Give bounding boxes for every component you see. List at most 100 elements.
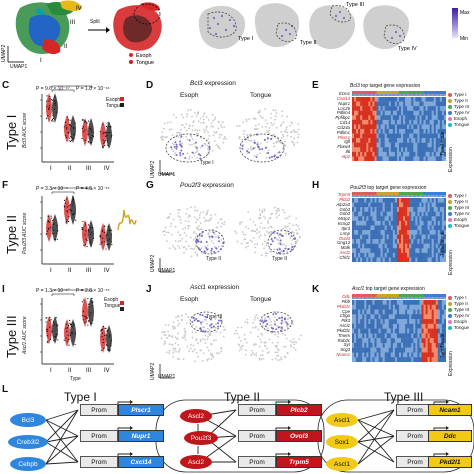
heatmap-cell	[394, 101, 398, 107]
annotation-bar	[419, 91, 422, 94]
heatmap-cell	[429, 147, 432, 153]
heatmap-cell	[366, 323, 369, 329]
heatmap-cell	[439, 248, 443, 254]
colorbar-max: Max	[460, 10, 470, 16]
heatmap-cell	[419, 198, 422, 203]
heatmap-cell	[415, 300, 418, 305]
heatmap-cell	[423, 129, 426, 134]
umap-cell	[273, 122, 275, 125]
heatmap-cell	[409, 220, 412, 226]
umap-cell	[214, 116, 217, 119]
heatmap-cell	[413, 243, 416, 249]
heatmap-cell	[433, 319, 436, 325]
heatmap-cell	[421, 342, 424, 348]
heatmap-cell	[423, 347, 426, 353]
violin-point	[89, 241, 91, 243]
heatmap-cell	[405, 207, 408, 212]
heatmap-cell	[382, 323, 385, 329]
heatmap-cell	[390, 347, 394, 353]
expressing-cell	[180, 145, 183, 148]
heatmap-cell	[382, 220, 385, 226]
legend-dot	[448, 117, 452, 121]
heatmap-cell	[374, 115, 377, 121]
heatmap-e	[352, 91, 447, 162]
violin-point	[50, 215, 52, 217]
heatmap-cell	[443, 133, 447, 139]
heatmap-cell	[441, 129, 445, 134]
legend-item: Esoph	[448, 319, 470, 325]
heatmap-cell	[376, 234, 379, 240]
tissue-bar	[419, 297, 422, 299]
expressing-cell	[196, 239, 199, 242]
heatmap-cell	[415, 198, 418, 203]
row2-type-label: Type II	[4, 214, 19, 254]
heatmap-cell	[427, 97, 430, 102]
heatmap-cell	[384, 314, 387, 320]
heatmap-cell	[366, 304, 369, 310]
heatmap-cell	[360, 342, 363, 348]
heatmap-cell	[433, 202, 436, 208]
umap-cell	[175, 350, 178, 353]
heatmap-cell	[374, 110, 377, 116]
heatmap-cell	[364, 239, 367, 244]
heatmap-cell	[403, 347, 406, 353]
heatmap-cell	[435, 151, 439, 157]
umap-cell	[188, 127, 190, 130]
heatmap-cell	[427, 252, 430, 258]
violin-shape	[64, 319, 70, 347]
heatmap-cell	[378, 243, 381, 249]
heatmap-cell	[354, 239, 357, 244]
heat-type-1: Type	[440, 145, 446, 156]
expressing-cell	[210, 323, 213, 326]
violin-point	[86, 122, 88, 124]
umap-cell	[160, 136, 162, 139]
heatmap-cell	[388, 352, 392, 358]
umap-cell	[208, 329, 211, 332]
violin-point	[107, 122, 109, 124]
umap-cell	[248, 134, 251, 136]
heatmap-cell	[421, 257, 424, 263]
heatmap-cell	[390, 319, 394, 325]
heatmap-cell	[417, 319, 420, 325]
heatmap-cell	[358, 156, 361, 162]
heatmap-cell	[441, 119, 445, 125]
expressing-cell	[208, 146, 211, 149]
heatmap-cell	[435, 211, 439, 217]
heatmap-cell	[427, 115, 430, 121]
heatmap-cell	[409, 314, 412, 320]
heatmap-cell	[352, 198, 355, 203]
heatmap-cell	[360, 97, 363, 102]
heatmap-cell	[352, 138, 355, 143]
heatmap-cell	[435, 106, 439, 111]
heatmap-cell	[382, 239, 385, 244]
heatmap-cell	[380, 119, 383, 125]
umap-cell	[292, 338, 295, 340]
heatmap-cell	[354, 119, 357, 125]
heatmap-cell	[382, 252, 385, 258]
umap-cell	[203, 112, 206, 115]
violin-point	[88, 314, 90, 316]
heatmap-cell	[409, 323, 412, 329]
row2-gene-list: Trpm5 Plcb2 Atp2a3 Gnb3 Gnb3 Mctp1 Kcnq2 Itpr3 L…	[318, 192, 350, 261]
heatmap-cell	[407, 220, 410, 226]
umap-cell	[247, 148, 250, 150]
violin-point	[82, 118, 84, 121]
tissue-bar	[427, 195, 430, 197]
umap-cell	[220, 239, 223, 241]
violin-point	[91, 302, 93, 304]
heatmap-cell	[370, 230, 373, 235]
umap-cell	[266, 252, 268, 255]
heatmap-cell	[417, 309, 420, 315]
heatmap-cell	[352, 248, 355, 254]
heatmap-cell	[368, 342, 371, 348]
heatmap-cell	[372, 142, 375, 148]
heatmap-cell	[443, 202, 447, 208]
umap-cell	[188, 225, 191, 227]
annotation-bar	[421, 91, 424, 94]
heatmap-cell	[356, 198, 359, 203]
heatmap-cell	[390, 115, 394, 121]
heatmap-cell	[382, 225, 385, 231]
heatmap-cell	[429, 333, 432, 339]
tf-node-pou2f3: Pou2f3	[184, 431, 218, 445]
heatmap-cell	[401, 110, 404, 116]
